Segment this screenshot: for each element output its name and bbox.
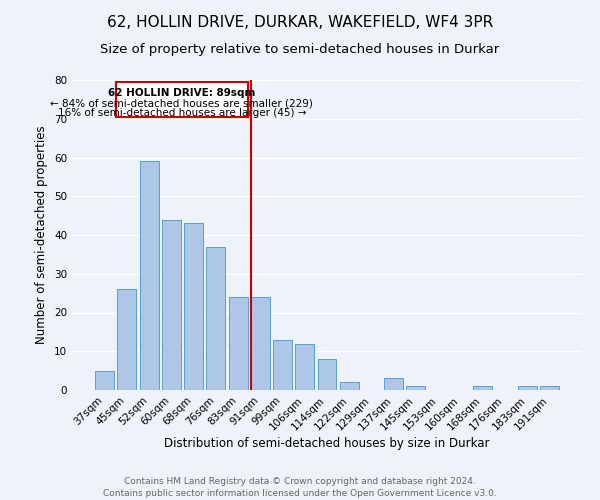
- Y-axis label: Number of semi-detached properties: Number of semi-detached properties: [35, 126, 49, 344]
- Text: Size of property relative to semi-detached houses in Durkar: Size of property relative to semi-detach…: [100, 42, 500, 56]
- Bar: [273, 340, 292, 390]
- Bar: [340, 382, 359, 390]
- Bar: [518, 386, 536, 390]
- Text: 62, HOLLIN DRIVE, DURKAR, WAKEFIELD, WF4 3PR: 62, HOLLIN DRIVE, DURKAR, WAKEFIELD, WF4…: [107, 15, 493, 30]
- Bar: [140, 162, 158, 390]
- Text: 16% of semi-detached houses are larger (45) →: 16% of semi-detached houses are larger (…: [58, 108, 306, 118]
- Text: 62 HOLLIN DRIVE: 89sqm: 62 HOLLIN DRIVE: 89sqm: [108, 88, 256, 98]
- Bar: [229, 297, 248, 390]
- Bar: [95, 370, 114, 390]
- Bar: [118, 289, 136, 390]
- Bar: [295, 344, 314, 390]
- Bar: [317, 359, 337, 390]
- Bar: [406, 386, 425, 390]
- Bar: [162, 220, 181, 390]
- FancyBboxPatch shape: [116, 82, 248, 117]
- Text: Contains public sector information licensed under the Open Government Licence v3: Contains public sector information licen…: [103, 489, 497, 498]
- Bar: [473, 386, 492, 390]
- Bar: [384, 378, 403, 390]
- Text: ← 84% of semi-detached houses are smaller (229): ← 84% of semi-detached houses are smalle…: [50, 98, 313, 108]
- Bar: [251, 297, 270, 390]
- Bar: [540, 386, 559, 390]
- Text: Contains HM Land Registry data © Crown copyright and database right 2024.: Contains HM Land Registry data © Crown c…: [124, 478, 476, 486]
- Bar: [184, 224, 203, 390]
- X-axis label: Distribution of semi-detached houses by size in Durkar: Distribution of semi-detached houses by …: [164, 438, 490, 450]
- Bar: [206, 246, 225, 390]
